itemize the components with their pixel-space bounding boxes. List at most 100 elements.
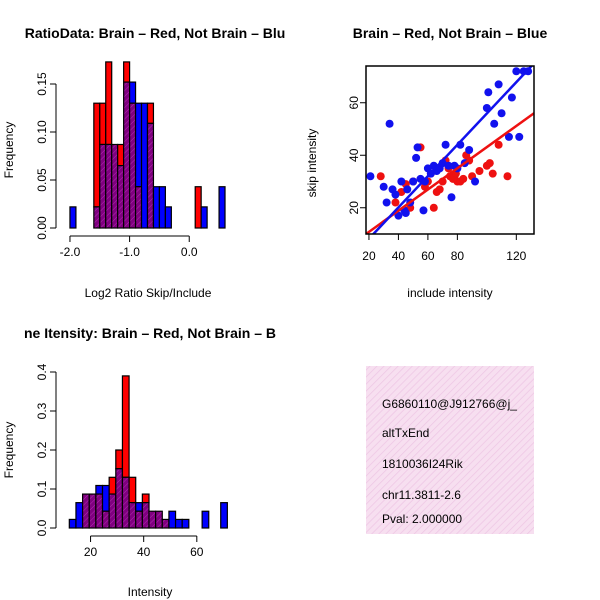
- scatter-point: [459, 174, 468, 183]
- scatter-marks: [366, 66, 534, 234]
- histogram-bar: [200, 206, 208, 229]
- y-tick-label: 0.2: [35, 441, 49, 458]
- histogram-overlap-bar: [117, 165, 125, 229]
- scatter-point: [504, 132, 513, 141]
- histogram-overlap-bar: [123, 81, 131, 229]
- intensity-histogram-panel: ne Itensity: Brain – Red, Not Brain – B …: [2, 325, 276, 599]
- histogram-overlap-bar: [105, 143, 113, 229]
- y-tick-label: 20: [347, 201, 361, 215]
- histogram-overlap-bar: [95, 493, 104, 529]
- histogram-overlap-bar: [111, 143, 119, 229]
- histogram-bar: [99, 102, 107, 146]
- histogram-bar: [174, 518, 183, 529]
- scatter-point: [420, 177, 429, 186]
- histogram-bar: [95, 484, 104, 495]
- histogram-bar: [129, 81, 137, 104]
- histogram-bar: [108, 476, 117, 495]
- scatter-point: [391, 198, 400, 207]
- histogram-bar: [105, 61, 113, 146]
- x-tick-label: 20: [84, 545, 98, 559]
- intensity-histogram-bars: [68, 375, 228, 529]
- histogram-bar: [101, 484, 110, 512]
- scatter-point: [385, 119, 394, 128]
- intensity-scatter-panel: Brain – Red, Not Brain – Blue include in…: [305, 25, 547, 300]
- histogram-overlap-bar: [148, 510, 157, 529]
- y-tick-label: 0.10: [35, 120, 49, 144]
- ratio-histogram-axes: -2.0 -1.0 0.0 0.00 0.05 0.10 0.15: [35, 72, 198, 259]
- histogram-overlap-bar: [81, 493, 90, 529]
- x-tick-label: 40: [137, 545, 151, 559]
- x-tick-label: 120: [506, 249, 526, 263]
- regression-line: [371, 66, 534, 234]
- x-tick-label: 40: [392, 249, 406, 263]
- scatter-point: [391, 190, 400, 199]
- scatter-point: [507, 93, 516, 102]
- histogram-overlap-bar: [146, 122, 155, 229]
- scatter-frame: [365, 65, 535, 235]
- x-tick-label: 60: [421, 249, 435, 263]
- scatter-point: [488, 169, 497, 178]
- scatter-point: [444, 161, 453, 170]
- y-tick-label: 0.4: [35, 363, 49, 380]
- info-line-gene-name: 1810036I24Rik: [382, 457, 464, 471]
- y-tick-label: 0.00: [35, 216, 49, 240]
- y-tick-label: 0.1: [35, 480, 49, 497]
- histogram-bar: [194, 186, 202, 229]
- scatter-ylabel: skip intensity: [305, 129, 319, 198]
- histogram-overlap-bar: [135, 510, 143, 529]
- scatter-point: [465, 146, 474, 154]
- info-line-locus: chr11.3811-2.6: [382, 488, 461, 502]
- scatter-point: [413, 143, 422, 152]
- info-line-probe-id: G6860110@J912766@j_: [382, 397, 517, 411]
- scatter-point: [435, 185, 444, 194]
- scatter-point: [409, 177, 418, 186]
- histogram-bar: [135, 502, 143, 512]
- y-tick-label: 0.0: [35, 519, 49, 536]
- scatter-point: [366, 172, 375, 181]
- histogram-overlap-bar: [155, 510, 163, 529]
- scatter-point: [512, 67, 521, 76]
- histogram-overlap-bar: [88, 493, 97, 529]
- histogram-bar: [68, 518, 77, 529]
- scatter-xlabel: include intensity: [407, 286, 492, 300]
- scatter-point: [379, 182, 388, 191]
- histogram-bar: [218, 186, 226, 229]
- histogram-overlap-bar: [99, 143, 107, 229]
- scatter-point: [403, 185, 412, 194]
- histogram-bar: [93, 102, 101, 208]
- histogram-bar: [75, 502, 84, 529]
- scatter-point: [376, 172, 385, 181]
- ratio-histogram-ylabel: Frequency: [2, 122, 16, 179]
- histogram-bar: [121, 375, 130, 478]
- info-box-background: [366, 366, 534, 534]
- y-tick-label: 0.3: [35, 402, 49, 419]
- scatter-point: [515, 132, 524, 141]
- x-tick-label: 80: [451, 249, 465, 263]
- histogram-bar: [128, 476, 137, 504]
- info-line-pval: Pval: 2.000000: [382, 512, 462, 526]
- histogram-overlap-bar: [121, 476, 130, 529]
- histogram-bar: [201, 510, 210, 529]
- histogram-bar: [134, 102, 143, 188]
- scatter-title: Brain – Red, Not Brain – Blue: [353, 25, 548, 41]
- scatter-plot-area: 20 40 60 80 120 20 40 60: [347, 65, 535, 263]
- intensity-histogram-axes: 20 40 60 0.0 0.1 0.2 0.3 0.4: [35, 363, 204, 559]
- scatter-point: [382, 198, 391, 207]
- scatter-point: [412, 153, 421, 162]
- scatter-point: [490, 119, 499, 128]
- scatter-point: [471, 177, 480, 186]
- histogram-overlap-bar: [141, 502, 150, 529]
- scatter-point: [497, 109, 506, 118]
- scatter-point: [503, 172, 512, 181]
- histogram-bar: [123, 61, 131, 83]
- scatter-point: [485, 159, 494, 168]
- histogram-bar: [141, 493, 150, 504]
- histogram-bar: [168, 510, 177, 529]
- y-tick-label: 0.05: [35, 168, 49, 192]
- x-tick-label: -2.0: [60, 245, 81, 259]
- intensity-histogram-xlabel: Intensity: [128, 585, 173, 599]
- intensity-histogram-title: ne Itensity: Brain – Red, Not Brain – B: [24, 325, 276, 341]
- histogram-bar: [152, 186, 161, 229]
- info-line-event-type: altTxEnd: [382, 426, 429, 440]
